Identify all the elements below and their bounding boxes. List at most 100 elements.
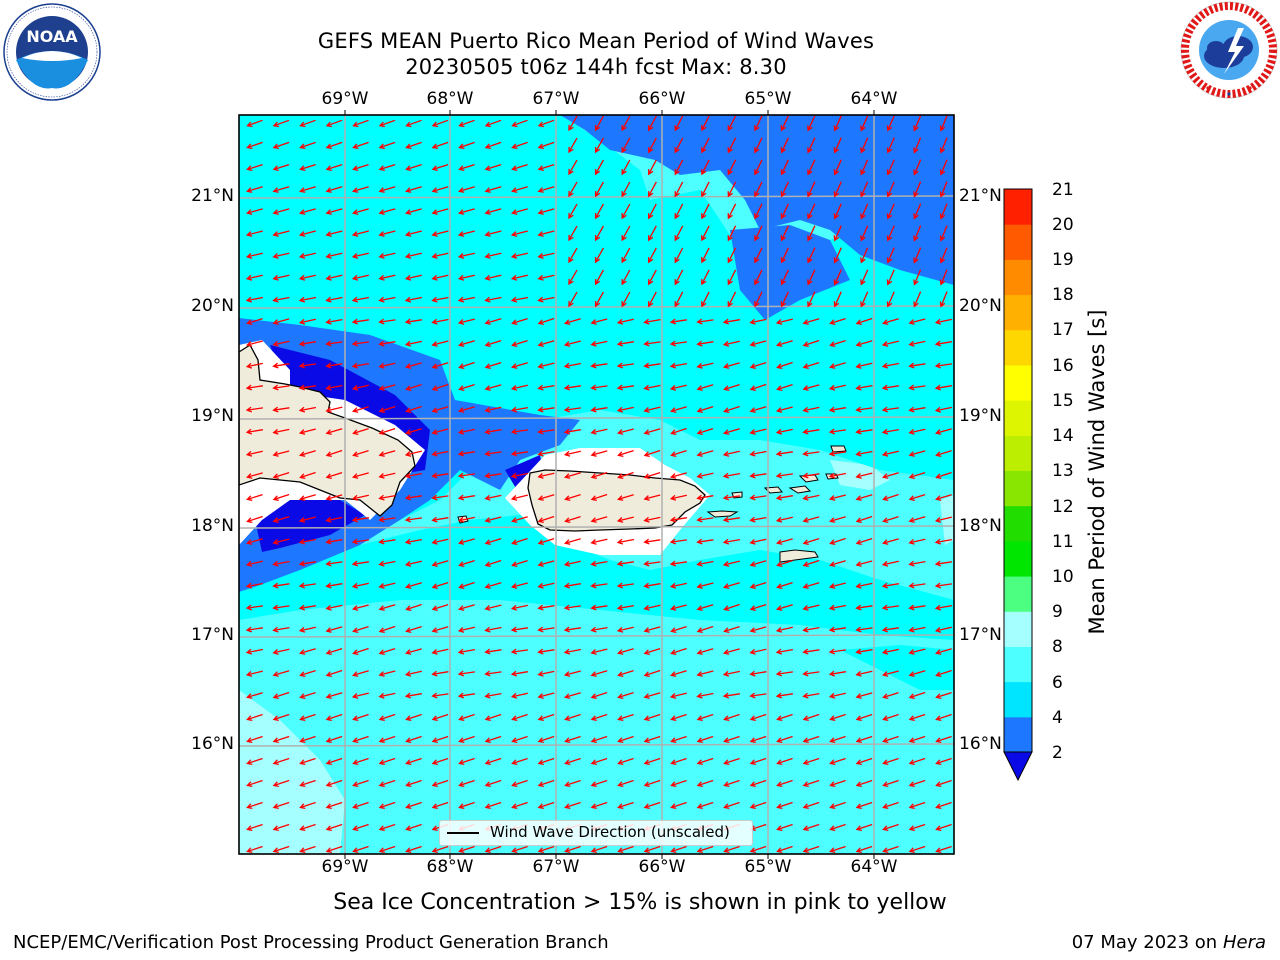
wind-wave-arrow (855, 472, 873, 479)
wind-wave-arrow (272, 779, 290, 788)
wind-wave-arrow (378, 713, 396, 722)
map-gridlines (239, 115, 954, 854)
wind-wave-arrow (325, 516, 343, 523)
legend-line-swatch (447, 832, 479, 834)
wind-wave-arrow (701, 115, 710, 132)
wind-wave-arrow (802, 801, 820, 810)
colorbar-block (1004, 364, 1032, 401)
wind-wave-arrow (616, 582, 634, 589)
wind-wave-arrow (939, 159, 948, 176)
wind-wave-arrow (458, 779, 475, 788)
wind-wave-arrow (648, 115, 657, 132)
wind-wave-arrow (696, 713, 714, 722)
wind-wave-arrow (908, 626, 926, 633)
wind-wave-arrow (594, 203, 604, 220)
wind-wave-arrow (780, 181, 789, 198)
wind-wave-arrow (457, 274, 475, 281)
wind-wave-arrow (272, 845, 290, 854)
wind-wave-arrow (537, 582, 555, 589)
wind-wave-arrow (431, 340, 449, 347)
wind-wave-arrow (776, 779, 793, 788)
wind-wave-arrow (563, 450, 581, 457)
wind-wave-arrow (299, 471, 316, 480)
wind-wave-arrow (670, 845, 687, 854)
wind-wave-arrow (775, 538, 793, 545)
wind-wave-arrow (484, 559, 502, 568)
wind-wave-arrow (378, 801, 396, 810)
wind-wave-arrow (457, 494, 476, 501)
wind-wave-arrow (404, 252, 422, 259)
wind-wave-arrow (457, 472, 475, 479)
wind-wave-arrow (749, 735, 767, 744)
wind-wave-arrow (669, 516, 688, 523)
wind-wave-arrow (404, 362, 422, 369)
wind-wave-arrow (590, 735, 608, 744)
wind-wave-arrow (882, 845, 899, 854)
wind-wave-arrow (855, 384, 873, 391)
lon-label-top: 69°W (321, 89, 369, 109)
wind-wave-arrow (537, 362, 555, 369)
wind-wave-arrow (245, 670, 263, 677)
wind-wave-arrow (537, 406, 555, 413)
wind-wave-arrow (648, 181, 657, 198)
wind-wave-arrow (882, 801, 899, 810)
wind-wave-arrow (696, 582, 714, 589)
wind-wave-arrow (298, 604, 317, 611)
wind-wave-arrow (272, 384, 290, 391)
wind-wave-arrow (913, 225, 922, 242)
wind-wave-arrow (881, 428, 900, 435)
wind-wave-arrow (325, 757, 343, 766)
wind-wave-arrow (643, 560, 661, 567)
wind-wave-arrow (886, 269, 895, 286)
lat-label-left: 19°N (191, 406, 234, 426)
wind-wave-arrow (378, 779, 396, 788)
wind-wave-arrow (405, 735, 422, 744)
colorbar-block (1004, 681, 1032, 718)
wind-wave-arrow (272, 362, 290, 369)
wind-wave-arrow (378, 692, 396, 699)
wind-wave-arrow (484, 141, 502, 150)
wind-wave-arrow (245, 384, 263, 391)
wind-wave-arrow (802, 339, 820, 348)
wind-wave-arrow (298, 428, 316, 435)
wind-wave-arrow (590, 450, 608, 457)
wind-wave-arrow (674, 291, 684, 308)
wind-wave-arrow (351, 362, 370, 369)
wind-wave-arrow (670, 801, 687, 810)
wind-wave-arrow (723, 713, 740, 722)
colorbar-block (1004, 540, 1032, 577)
wind-wave-arrow (511, 163, 528, 172)
wind-wave-arrow (325, 449, 343, 458)
wind-wave-arrow (352, 757, 369, 766)
wind-wave-arrow (246, 119, 263, 128)
wind-wave-arrow (833, 181, 842, 198)
chart-title: GEFS MEAN Puerto Rico Mean Period of Win… (317, 29, 875, 53)
wind-wave-arrow (908, 362, 926, 369)
wind-wave-arrow (855, 735, 873, 744)
wind-wave-arrow (325, 163, 343, 172)
wind-wave-arrow (722, 516, 740, 523)
wind-wave-arrow (908, 582, 926, 589)
wind-wave-arrow (351, 516, 370, 523)
wind-wave-arrow (325, 252, 343, 259)
wind-wave-arrow (537, 779, 555, 788)
wind-wave-arrow (701, 137, 710, 154)
wind-wave-arrow (272, 516, 290, 523)
wind-wave-arrow (568, 247, 578, 264)
wind-wave-arrow (934, 516, 952, 523)
wind-wave-arrow (828, 472, 847, 479)
wind-wave-arrow (670, 427, 687, 436)
wind-wave-arrow (802, 472, 820, 479)
wind-wave-arrow (378, 141, 396, 150)
wind-wave-arrow (246, 757, 263, 766)
colorbar-tick-label: 8 (1052, 637, 1063, 657)
wind-wave-arrow (510, 362, 528, 369)
wind-wave-arrow (670, 472, 687, 479)
wind-wave-arrow (325, 119, 343, 128)
wind-wave-arrow (855, 494, 873, 501)
colorbar-tick-label: 11 (1052, 532, 1074, 552)
wind-wave-arrow (648, 203, 657, 220)
wind-wave-arrow (881, 538, 899, 545)
lon-label-top: 66°W (638, 89, 686, 109)
wind-wave-arrow (621, 291, 631, 308)
